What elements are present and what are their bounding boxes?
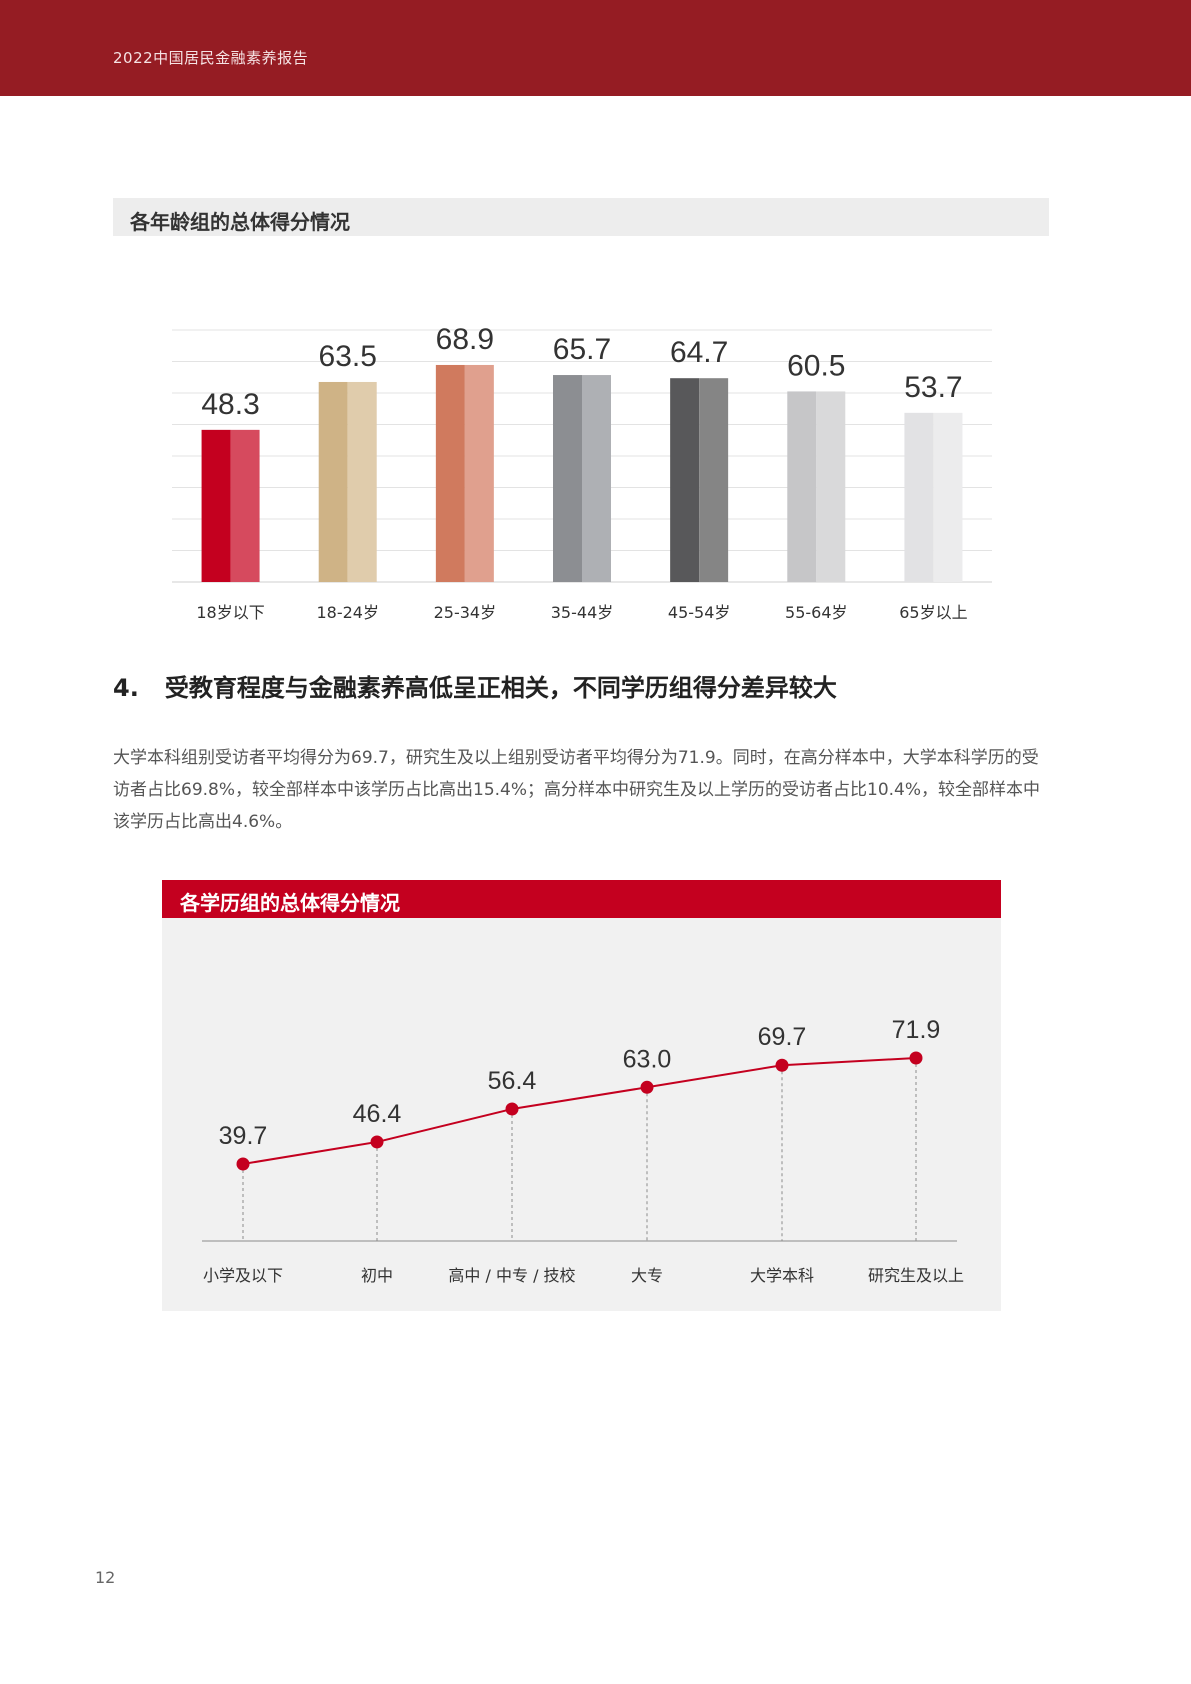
bar-group bbox=[201, 429, 260, 582]
point-value-label: 63.0 bbox=[623, 1045, 672, 1073]
bar-value-label: 53.7 bbox=[904, 371, 962, 404]
education-chart-title: 各学历组的总体得分情况 bbox=[180, 891, 400, 915]
point-value-label: 69.7 bbox=[758, 1023, 807, 1051]
x-axis-tick-label: 45-54岁 bbox=[668, 603, 731, 622]
x-axis-tick-label: 35-44岁 bbox=[551, 603, 614, 622]
section-heading-number: 4. bbox=[113, 674, 139, 702]
page-number: 12 bbox=[95, 1568, 116, 1587]
x-axis-tick-label: 65岁以上 bbox=[899, 603, 967, 622]
bar-value-label: 64.7 bbox=[670, 336, 728, 369]
x-axis-tick-label: 18岁以下 bbox=[196, 603, 264, 622]
report-title: 2022中国居民金融素养报告 bbox=[113, 49, 309, 67]
x-axis-tick-label: 初中 bbox=[361, 1266, 393, 1285]
data-point bbox=[236, 1157, 250, 1171]
bar-group bbox=[318, 381, 377, 582]
x-axis-tick-label: 55-64岁 bbox=[785, 603, 848, 622]
education-chart-title-bar: 各学历组的总体得分情况 bbox=[162, 880, 1001, 918]
age-score-bar-chart: 48.3 18岁以下 63.5 18-24岁 68.9 25-34岁 65.7 35-44岁 6… bbox=[172, 323, 992, 622]
bar-group bbox=[904, 412, 963, 582]
age-chart-title: 各年龄组的总体得分情况 bbox=[130, 210, 350, 234]
section-heading-text: 受教育程度与金融素养高低呈正相关，不同学历组得分差异较大 bbox=[164, 674, 837, 702]
data-point bbox=[370, 1135, 384, 1149]
bar-highlight bbox=[816, 391, 846, 582]
point-value-label: 71.9 bbox=[892, 1016, 941, 1044]
age-chart-title-bar: 各年龄组的总体得分情况 bbox=[113, 198, 1049, 236]
x-axis-tick-label: 小学及以下 bbox=[203, 1266, 283, 1285]
bar-value-label: 63.5 bbox=[319, 340, 377, 373]
bar-group bbox=[787, 391, 846, 582]
bar bbox=[201, 429, 231, 582]
section-heading: 4. 受教育程度与金融素养高低呈正相关，不同学历组得分差异较大 bbox=[113, 668, 837, 703]
bar-value-label: 68.9 bbox=[436, 323, 494, 356]
x-axis-tick-label: 大学本科 bbox=[750, 1266, 814, 1285]
bar-highlight bbox=[699, 378, 729, 582]
x-axis-tick-label: 研究生及以上 bbox=[868, 1266, 964, 1285]
body-paragraph: 大学本科组别受访者平均得分为69.7，研究生及以上组别受访者平均得分为71.9。… bbox=[113, 748, 1041, 832]
x-axis-tick-label: 高中 / 中专 / 技校 bbox=[448, 1266, 575, 1285]
data-point bbox=[909, 1051, 923, 1065]
data-point bbox=[640, 1080, 654, 1094]
bar-value-label: 60.5 bbox=[787, 349, 845, 382]
bar-value-label: 48.3 bbox=[201, 388, 259, 421]
bar bbox=[318, 381, 348, 582]
point-value-label: 39.7 bbox=[219, 1122, 268, 1150]
education-chart-panel: 各学历组的总体得分情况 39.7 小学及以下 46.4 初中 56.4 高中 / 中专 /… bbox=[162, 880, 1001, 1311]
point-value-label: 56.4 bbox=[488, 1067, 537, 1095]
bar-group bbox=[670, 378, 729, 582]
point-value-label: 46.4 bbox=[353, 1100, 402, 1128]
bar-highlight bbox=[582, 375, 611, 582]
bar bbox=[787, 391, 817, 582]
bar-highlight bbox=[347, 381, 377, 582]
bar bbox=[904, 412, 934, 582]
bar bbox=[670, 378, 700, 582]
data-point bbox=[775, 1058, 789, 1072]
bar bbox=[553, 375, 582, 582]
education-score-line-chart: 39.7 小学及以下 46.4 初中 56.4 高中 / 中专 / 技校 63.0 大专 69.… bbox=[202, 1016, 964, 1285]
x-axis-tick-label: 25-34岁 bbox=[434, 603, 497, 622]
x-axis-tick-label: 大专 bbox=[631, 1266, 663, 1285]
bar-group bbox=[553, 375, 611, 582]
data-point bbox=[505, 1102, 519, 1116]
bar-highlight bbox=[230, 429, 260, 582]
bar-highlight bbox=[933, 412, 963, 582]
series-line bbox=[242, 1057, 917, 1165]
report-header: 2022中国居民金融素养报告 bbox=[0, 0, 1191, 96]
bar bbox=[435, 364, 465, 582]
bar-value-label: 65.7 bbox=[553, 333, 611, 366]
bar-group bbox=[435, 364, 494, 582]
x-axis-tick-label: 18-24岁 bbox=[316, 603, 379, 622]
bar-highlight bbox=[464, 364, 494, 582]
